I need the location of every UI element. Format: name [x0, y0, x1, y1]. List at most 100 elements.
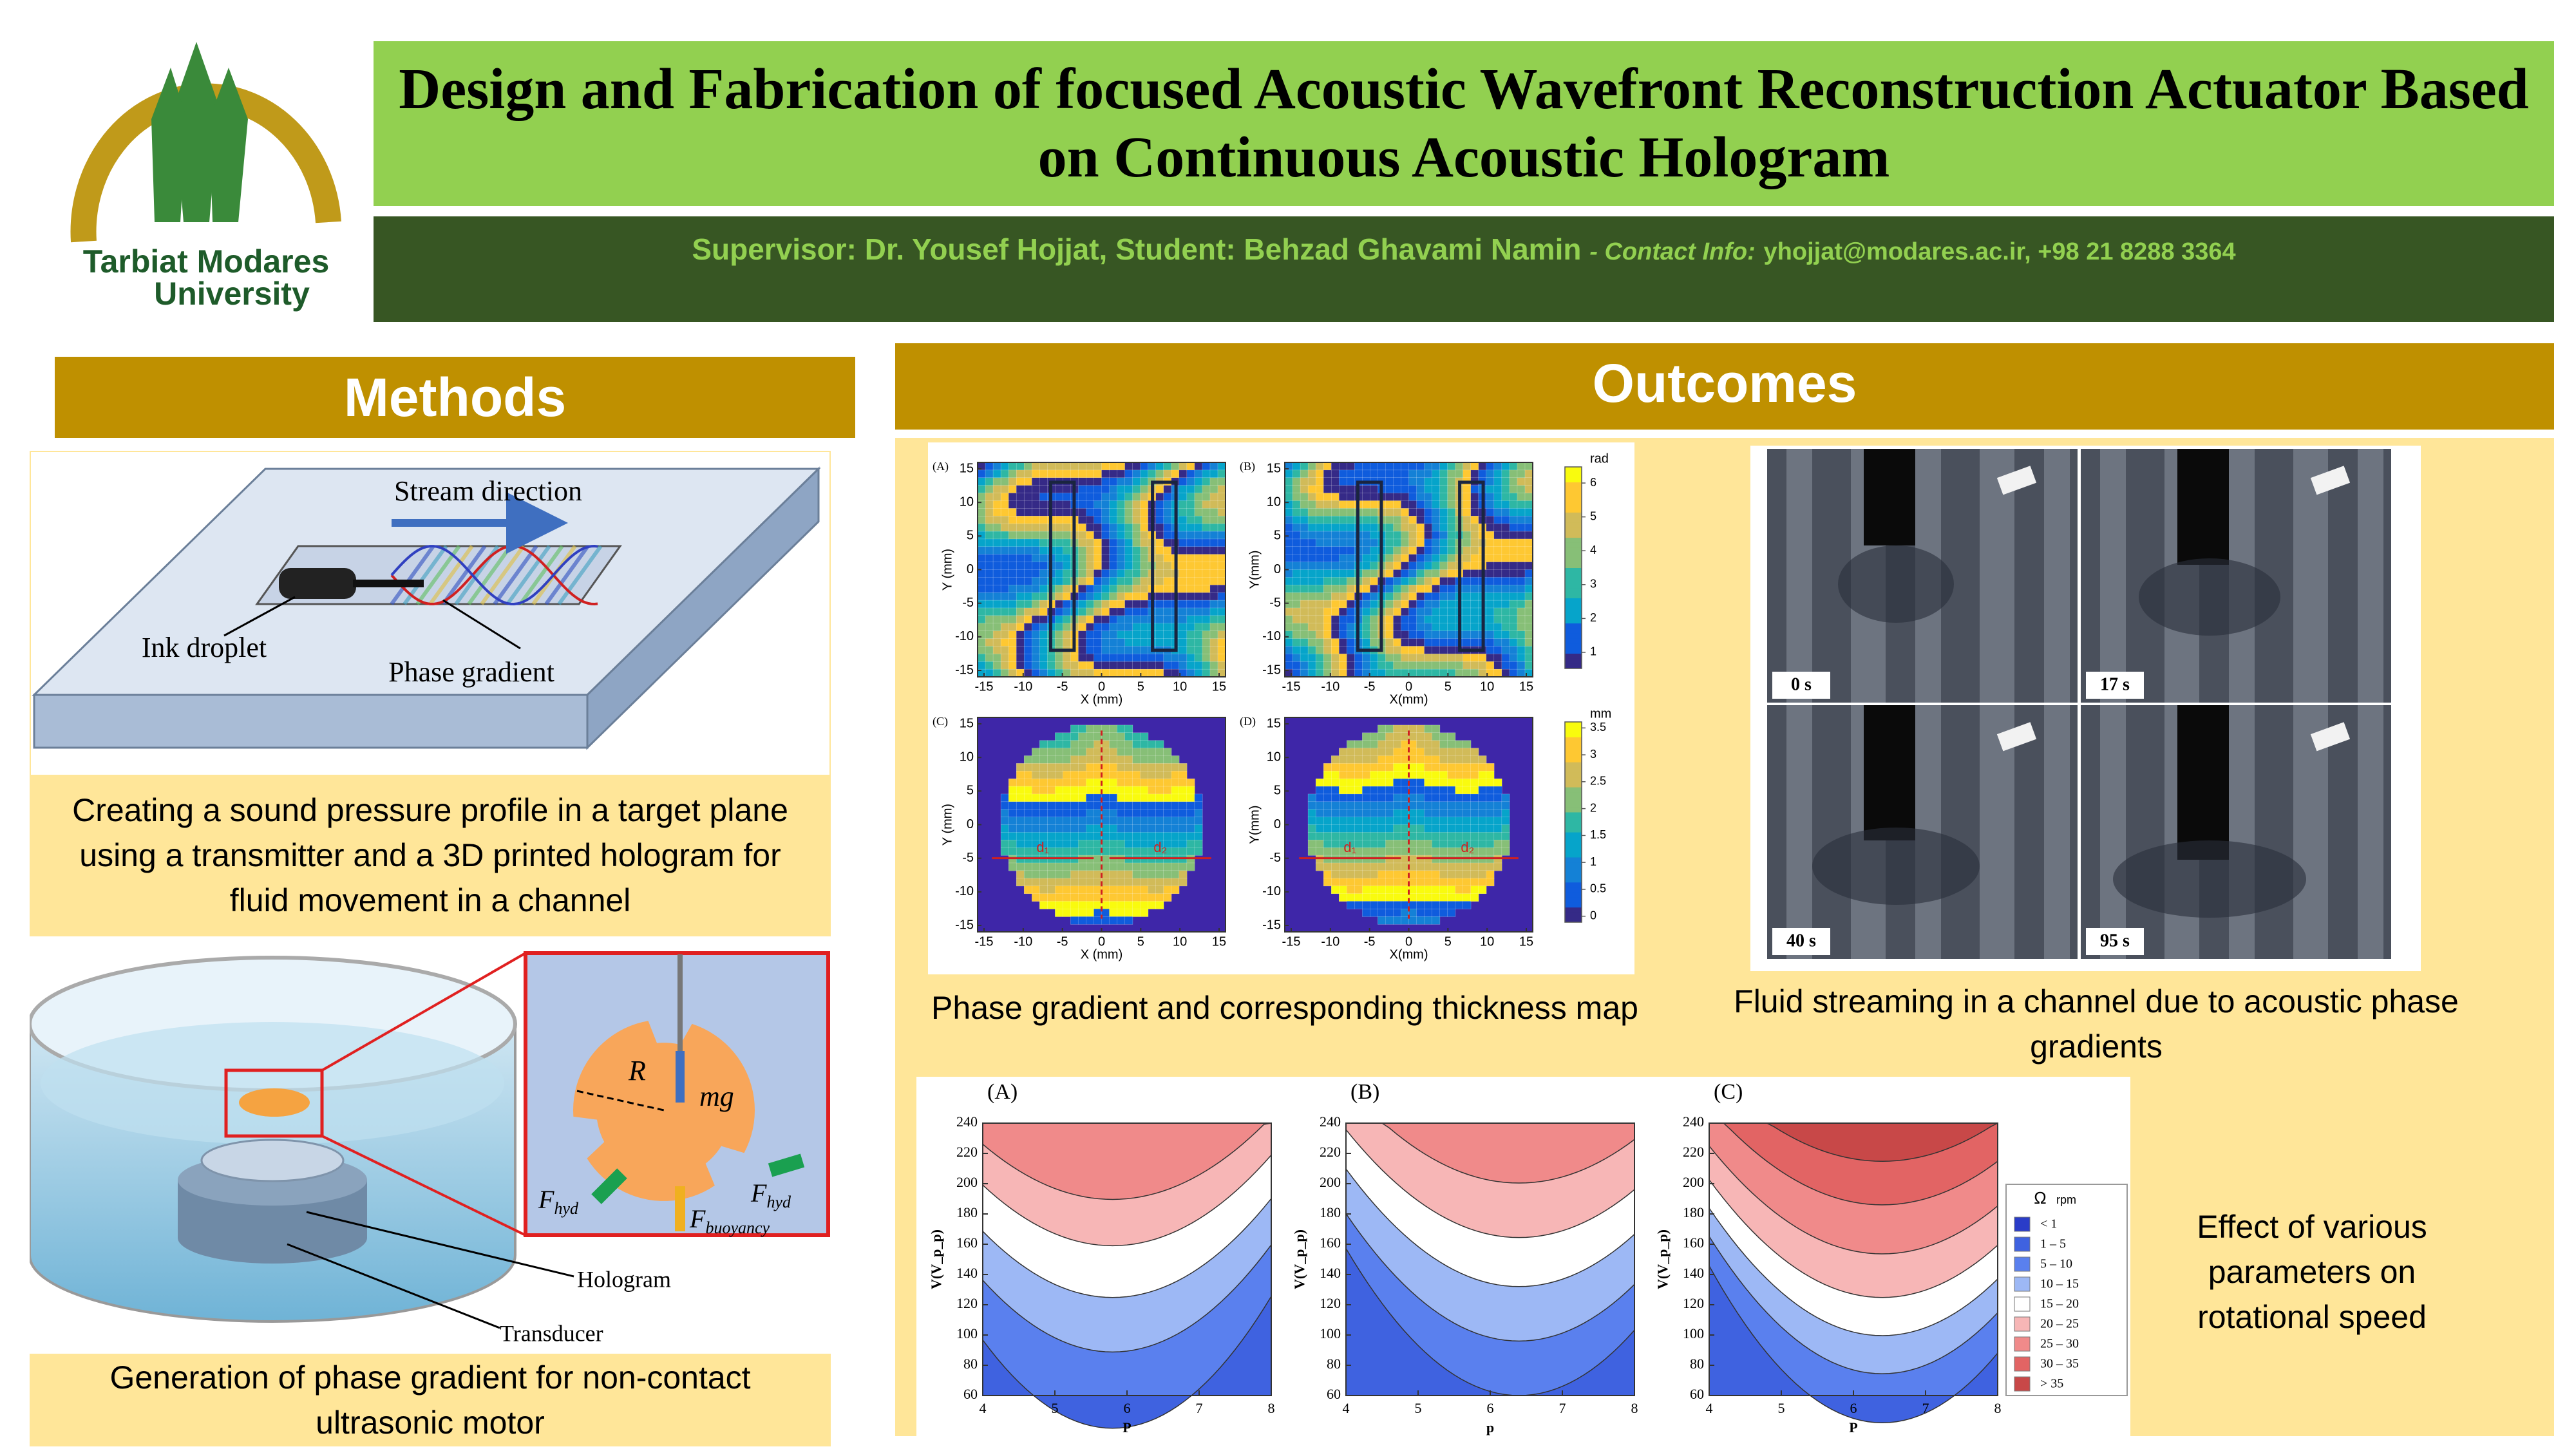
map-cell	[992, 585, 1001, 593]
map-cell	[1470, 523, 1479, 532]
map-cell	[1109, 592, 1118, 601]
map-cell	[1070, 847, 1079, 856]
map-cell	[1140, 870, 1149, 879]
map-cell	[1171, 878, 1180, 887]
map-cell	[1055, 600, 1063, 609]
map-cell	[1401, 615, 1410, 624]
map-cell	[1424, 786, 1433, 795]
map-cell	[1132, 531, 1141, 540]
map-cell	[1186, 824, 1195, 833]
map-cell	[1179, 638, 1188, 647]
map-cell	[1385, 577, 1394, 585]
x-tick-label: 10	[1173, 934, 1187, 949]
map-cell	[1501, 585, 1510, 593]
colorbar-cell	[1565, 732, 1582, 737]
y-tick-label: 0	[1274, 817, 1281, 831]
map-cell	[1063, 786, 1071, 795]
map-cell	[1032, 569, 1040, 578]
map-cell	[1140, 508, 1149, 516]
x-axis-label: X (mm)	[1081, 692, 1123, 706]
map-cell	[1000, 817, 1009, 825]
map-cell	[1315, 600, 1324, 609]
map-cell	[1194, 646, 1203, 654]
map-cell	[1132, 661, 1141, 670]
map-cell	[1292, 661, 1301, 670]
zoom-line	[321, 1135, 526, 1236]
map-cell	[1486, 646, 1495, 654]
map-cell	[1132, 585, 1141, 593]
map-cell	[1124, 469, 1133, 478]
map-cell	[1086, 577, 1094, 585]
x-tick-label: -15	[1282, 679, 1301, 694]
map-cell	[1362, 793, 1370, 802]
map-cell	[1424, 793, 1433, 802]
map-cell	[977, 646, 986, 654]
map-cell	[1315, 523, 1324, 532]
map-cell	[1284, 531, 1293, 540]
map-cell	[1447, 623, 1456, 632]
map-cell	[1094, 832, 1103, 840]
map-cell	[1323, 554, 1332, 563]
map-cell	[1323, 508, 1332, 516]
map-cell	[1478, 654, 1487, 662]
map-cell	[1016, 870, 1025, 879]
map-cell	[1047, 469, 1056, 478]
map-cell	[1148, 809, 1157, 818]
map-cell	[1408, 817, 1417, 825]
map-cell	[1101, 732, 1110, 741]
map-cell	[1101, 793, 1110, 802]
map-cell	[1117, 638, 1126, 647]
map-cell	[1132, 763, 1141, 772]
map-cell	[1470, 893, 1479, 902]
contour-band	[1345, 1246, 1635, 1396]
map-cell	[1032, 763, 1040, 772]
map-cell	[1416, 748, 1425, 756]
legend-unit: rpm	[2056, 1193, 2076, 1206]
map-cell	[1186, 523, 1195, 532]
map-cell	[1163, 809, 1172, 818]
colorbar-cell	[1565, 887, 1582, 893]
map-cell	[1039, 531, 1048, 540]
map-cell	[1447, 893, 1456, 902]
map-cell	[992, 600, 1001, 609]
map-cell	[1209, 485, 1218, 494]
map-cell	[1008, 646, 1017, 654]
map-cell	[1509, 546, 1518, 555]
map-cell	[1117, 916, 1126, 925]
map-cell	[1109, 824, 1118, 833]
map-cell	[1432, 732, 1441, 741]
colorbar-cell	[1565, 872, 1582, 878]
map-cell	[1171, 763, 1180, 772]
map-cell	[1292, 668, 1301, 677]
symbol: F	[689, 1204, 706, 1233]
map-cell	[1478, 840, 1487, 848]
map-cell	[1179, 585, 1188, 593]
map-cell	[1101, 516, 1110, 524]
map-cell	[1186, 661, 1195, 670]
map-cell	[1000, 840, 1009, 848]
map-cell	[1432, 592, 1441, 601]
map-cell	[1339, 493, 1347, 501]
map-cell	[992, 569, 1001, 578]
map-cell	[1424, 855, 1433, 864]
map-cell	[1378, 462, 1386, 471]
map-cell	[1209, 592, 1218, 601]
map-cell	[1023, 531, 1032, 540]
map-cell	[1347, 630, 1355, 639]
map-cell	[1109, 477, 1118, 486]
y-tick-label: 0	[1274, 562, 1281, 576]
map-cell	[1347, 585, 1355, 593]
gradient-stripe	[390, 545, 435, 605]
map-cell	[1486, 485, 1495, 494]
x-tick-label: 4	[1343, 1400, 1350, 1416]
map-cell	[1493, 585, 1502, 593]
map-cell	[1439, 878, 1448, 887]
colorbar-cell	[1565, 547, 1582, 553]
map-cell	[1517, 646, 1526, 654]
map-cell	[1055, 786, 1063, 795]
map-cell	[1023, 623, 1032, 632]
map-cell	[1171, 661, 1180, 670]
map-cell	[1439, 615, 1448, 624]
map-cell	[1008, 569, 1017, 578]
map-cell	[1347, 508, 1355, 516]
